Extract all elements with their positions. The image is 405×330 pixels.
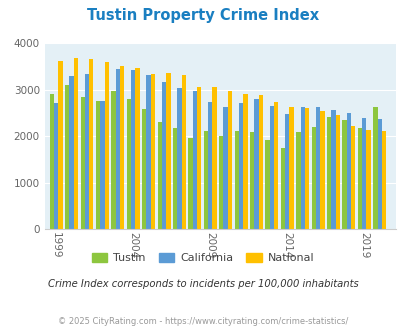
Bar <box>258 95 262 229</box>
Bar <box>50 94 54 229</box>
Bar <box>219 136 223 229</box>
Bar <box>96 101 100 229</box>
Bar <box>65 85 69 229</box>
Bar <box>85 74 89 229</box>
Bar <box>296 132 300 229</box>
Bar <box>203 131 208 229</box>
Bar <box>249 132 254 229</box>
Bar <box>238 104 243 229</box>
Bar <box>126 99 131 229</box>
Bar <box>350 126 354 229</box>
Bar <box>74 58 78 229</box>
Bar <box>254 99 258 229</box>
Bar <box>341 120 346 229</box>
Bar <box>69 76 74 229</box>
Bar <box>58 61 62 229</box>
Bar <box>330 110 335 229</box>
Bar <box>192 91 196 229</box>
Bar <box>54 103 58 229</box>
Bar <box>212 87 216 229</box>
Bar <box>173 128 177 229</box>
Bar <box>326 116 330 229</box>
Bar <box>146 75 150 229</box>
Bar <box>135 68 139 229</box>
Bar <box>265 140 269 229</box>
Bar <box>181 75 185 229</box>
Bar <box>208 102 212 229</box>
Bar <box>166 73 170 229</box>
Bar <box>120 66 124 229</box>
Bar <box>289 107 293 229</box>
Bar <box>284 114 289 229</box>
Bar <box>311 127 315 229</box>
Bar <box>162 82 166 229</box>
Bar <box>89 59 93 229</box>
Bar <box>234 131 238 229</box>
Bar <box>273 102 278 229</box>
Bar <box>346 113 350 229</box>
Bar <box>177 88 181 229</box>
Bar <box>80 96 85 229</box>
Bar <box>269 106 273 229</box>
Bar <box>100 101 104 229</box>
Bar <box>157 122 162 229</box>
Bar <box>131 70 135 229</box>
Bar <box>315 107 320 229</box>
Bar <box>300 107 304 229</box>
Bar <box>280 148 284 229</box>
Text: Crime Index corresponds to incidents per 100,000 inhabitants: Crime Index corresponds to incidents per… <box>47 279 358 289</box>
Bar <box>372 107 377 229</box>
Bar <box>361 118 366 229</box>
Bar <box>111 91 115 229</box>
Bar <box>196 87 201 229</box>
Bar <box>335 115 339 229</box>
Bar <box>142 109 146 229</box>
Bar <box>188 138 192 229</box>
Bar <box>366 130 370 229</box>
Text: © 2025 CityRating.com - https://www.cityrating.com/crime-statistics/: © 2025 CityRating.com - https://www.city… <box>58 317 347 326</box>
Text: Tustin Property Crime Index: Tustin Property Crime Index <box>87 8 318 23</box>
Bar <box>320 111 324 229</box>
Bar <box>377 119 381 229</box>
Bar <box>115 69 120 229</box>
Bar <box>357 128 361 229</box>
Bar <box>104 61 109 229</box>
Legend: Tustin, California, National: Tustin, California, National <box>87 248 318 267</box>
Bar <box>243 94 247 229</box>
Bar <box>227 91 232 229</box>
Bar <box>223 107 227 229</box>
Bar <box>304 108 308 229</box>
Bar <box>150 74 155 229</box>
Bar <box>381 131 385 229</box>
